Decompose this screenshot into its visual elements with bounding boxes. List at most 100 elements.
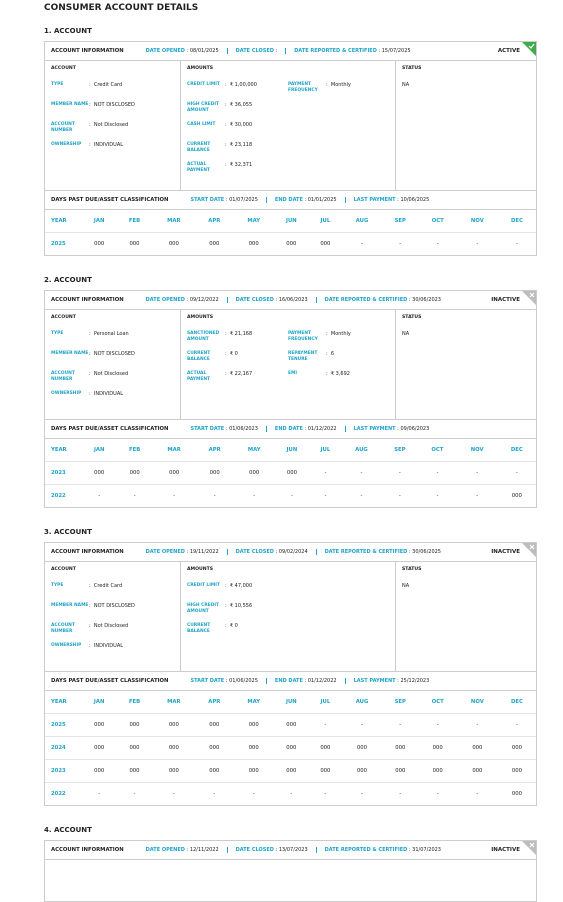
- field-label: OWNERSHIP: [51, 643, 82, 648]
- dpd-value: -: [152, 782, 196, 805]
- field-label: ACTUAL PAYMENT: [187, 371, 211, 382]
- field-value: Credit Card: [89, 583, 122, 595]
- amounts-right: [288, 583, 389, 643]
- year: 2022: [45, 484, 82, 507]
- dpd-value: 000: [233, 736, 274, 760]
- date-closed-value: 16/06/2023: [278, 297, 308, 303]
- amounts-left: CREDIT LIMIT ₹ 1,00,000 HIGH CREDIT AMOUNT…: [187, 82, 288, 182]
- dpd-value: 000: [195, 736, 234, 760]
- field-value: ₹ 0: [225, 623, 238, 635]
- field-value: Not Disclosed: [89, 122, 128, 134]
- field: MEMBER NAMENOT DISCLOSED: [51, 351, 174, 363]
- date-opened-label: DATE OPENED: [146, 297, 190, 303]
- field-label: HIGH CREDIT AMOUNT: [187, 102, 219, 113]
- field: MEMBER NAMENOT DISCLOSED: [51, 603, 174, 615]
- dpd-value: -: [418, 484, 457, 507]
- account-column: ACCOUNT TYPE Credit Card MEMBER NAMENOT DIS…: [45, 562, 181, 671]
- field-label: EMI: [288, 371, 298, 376]
- dpd-value: 000: [82, 736, 117, 760]
- month-header: FEB: [116, 209, 153, 233]
- year: 2022: [45, 782, 82, 805]
- field: EMI ₹ 3,692: [288, 371, 389, 383]
- field: CURRENT BALANCE ₹ 23,118: [187, 142, 288, 154]
- dpd-value: 000: [308, 232, 342, 255]
- field-value: 6: [326, 351, 334, 363]
- month-header: FEB: [116, 438, 153, 462]
- month-header: MAR: [152, 690, 196, 714]
- year: 2023: [45, 461, 82, 485]
- month-header: MAY: [233, 690, 274, 714]
- field-label: ACTUAL PAYMENT: [187, 162, 211, 173]
- dpd-header-row: YEAR JAN FEB MAR APR MAY JUN JUL AUG SEP OCT NOV DEC: [45, 209, 536, 233]
- month-header: AUG: [341, 438, 382, 462]
- section-title: ACCOUNT INFORMATION: [51, 297, 124, 303]
- dpd-value: -: [341, 484, 382, 507]
- dpd-value: 000: [195, 461, 235, 485]
- date-opened: DATE OPENED08/01/2025: [138, 48, 227, 54]
- field: TYPE Credit Card: [51, 583, 174, 595]
- dpd-value: -: [456, 484, 498, 507]
- dpd-value: 000: [116, 461, 153, 485]
- field-label: REPAYMENT TENURE: [288, 351, 318, 362]
- dpd-value: -: [497, 461, 536, 485]
- amounts-column: AMOUNTS CREDIT LIMIT ₹ 47,000 HIGH CREDIT A…: [181, 562, 396, 671]
- dpd-row: 2023 000 000 000 000 000 000 000 000 000 000 000 000: [45, 759, 536, 783]
- account-column: ACCOUNT TYPE Personal Loan MEMBER NAMENOT D…: [45, 310, 181, 419]
- status-value: NA: [402, 82, 410, 88]
- month-header: AUG: [342, 690, 382, 714]
- month-header: FEB: [116, 690, 153, 714]
- section-title: ACCOUNT INFORMATION: [51, 847, 124, 853]
- column-title: ACCOUNT: [51, 567, 76, 572]
- field-value: INDIVIDUAL: [89, 391, 123, 403]
- date-reported-value: 30/06/2023: [412, 297, 441, 303]
- date-reported-value: 31/07/2023: [412, 847, 441, 853]
- end-date: END DATE01/01/2025: [265, 197, 345, 203]
- month-header: DEC: [497, 209, 536, 233]
- dpd-value: -: [342, 232, 382, 255]
- amounts-right: PAYMENT FREQUENCY Monthly: [288, 82, 389, 182]
- dpd-value: 000: [82, 713, 117, 737]
- column-title: ACCOUNT: [51, 315, 76, 320]
- amounts-left: SANCTIONED AMOUNT ₹ 21,168 CURRENT BALANCE…: [187, 331, 288, 391]
- date-closed-label: DATE CLOSED: [236, 549, 279, 555]
- status-badge: ACTIVE: [497, 48, 520, 54]
- column-title: AMOUNTS: [187, 66, 214, 71]
- year: 2023: [45, 759, 82, 783]
- field: PAYMENT FREQUENCY Monthly: [288, 331, 389, 343]
- month-header: JUN: [273, 209, 309, 233]
- field-label: CASH LIMIT: [187, 122, 216, 127]
- field-value: ₹ 21,168: [225, 331, 252, 343]
- dpd-row: 2022- - - - - - - - - - -000: [45, 484, 536, 507]
- dpd-value: 000: [273, 759, 309, 783]
- end-date-value: 01/01/2025: [307, 197, 337, 203]
- status-badge: INACTIVE: [491, 847, 520, 853]
- status-badge: INACTIVE: [491, 297, 520, 303]
- date-reported: DATE REPORTED & CERTIFIED31/07/2023: [315, 847, 449, 853]
- dpd-row: 2023 000 000 000 000 000 000- - - - - -: [45, 461, 536, 485]
- amounts-right: PAYMENT FREQUENCY Monthly REPAYMENT TENURE…: [288, 331, 389, 391]
- account-card: ACCOUNT INFORMATION DATE OPENED09/12/2022…: [44, 290, 537, 508]
- amounts-column: AMOUNTS SANCTIONED AMOUNT ₹ 21,168 CURRENT …: [181, 310, 396, 419]
- field-value: ₹ 3,692: [326, 371, 350, 383]
- year: 2025: [45, 232, 82, 255]
- month-header: SEP: [382, 209, 419, 233]
- dpd-value: 000: [152, 461, 196, 485]
- end-date: END DATE01/12/2022: [265, 426, 345, 432]
- dpd-value: 000: [382, 759, 419, 783]
- date-opened: DATE OPENED09/12/2022: [138, 297, 227, 303]
- month-header: DEC: [497, 690, 536, 714]
- account-heading: 1. ACCOUNT: [44, 27, 92, 35]
- field-value: INDIVIDUAL: [89, 142, 123, 154]
- dpd-value: -: [308, 782, 342, 805]
- field: ACCOUNT NUMBER Not Disclosed: [51, 623, 174, 635]
- date-closed: DATE CLOSED16/06/2023: [226, 297, 316, 303]
- field-label: TYPE: [51, 82, 64, 87]
- account-info-header: ACCOUNT INFORMATION DATE OPENED09/12/2022…: [45, 291, 536, 310]
- account-body: ACCOUNT TYPE Credit Card MEMBER NAMENOT DIS…: [45, 562, 536, 672]
- start-date: START DATE01/06/2025: [182, 678, 265, 684]
- dpd-value: -: [418, 461, 457, 485]
- dpd-value: -: [234, 484, 275, 507]
- dpd-value: -: [497, 232, 536, 255]
- account-heading: 2. ACCOUNT: [44, 276, 92, 284]
- section-title: DAYS PAST DUE/ASSET CLASSIFICATION: [51, 678, 169, 684]
